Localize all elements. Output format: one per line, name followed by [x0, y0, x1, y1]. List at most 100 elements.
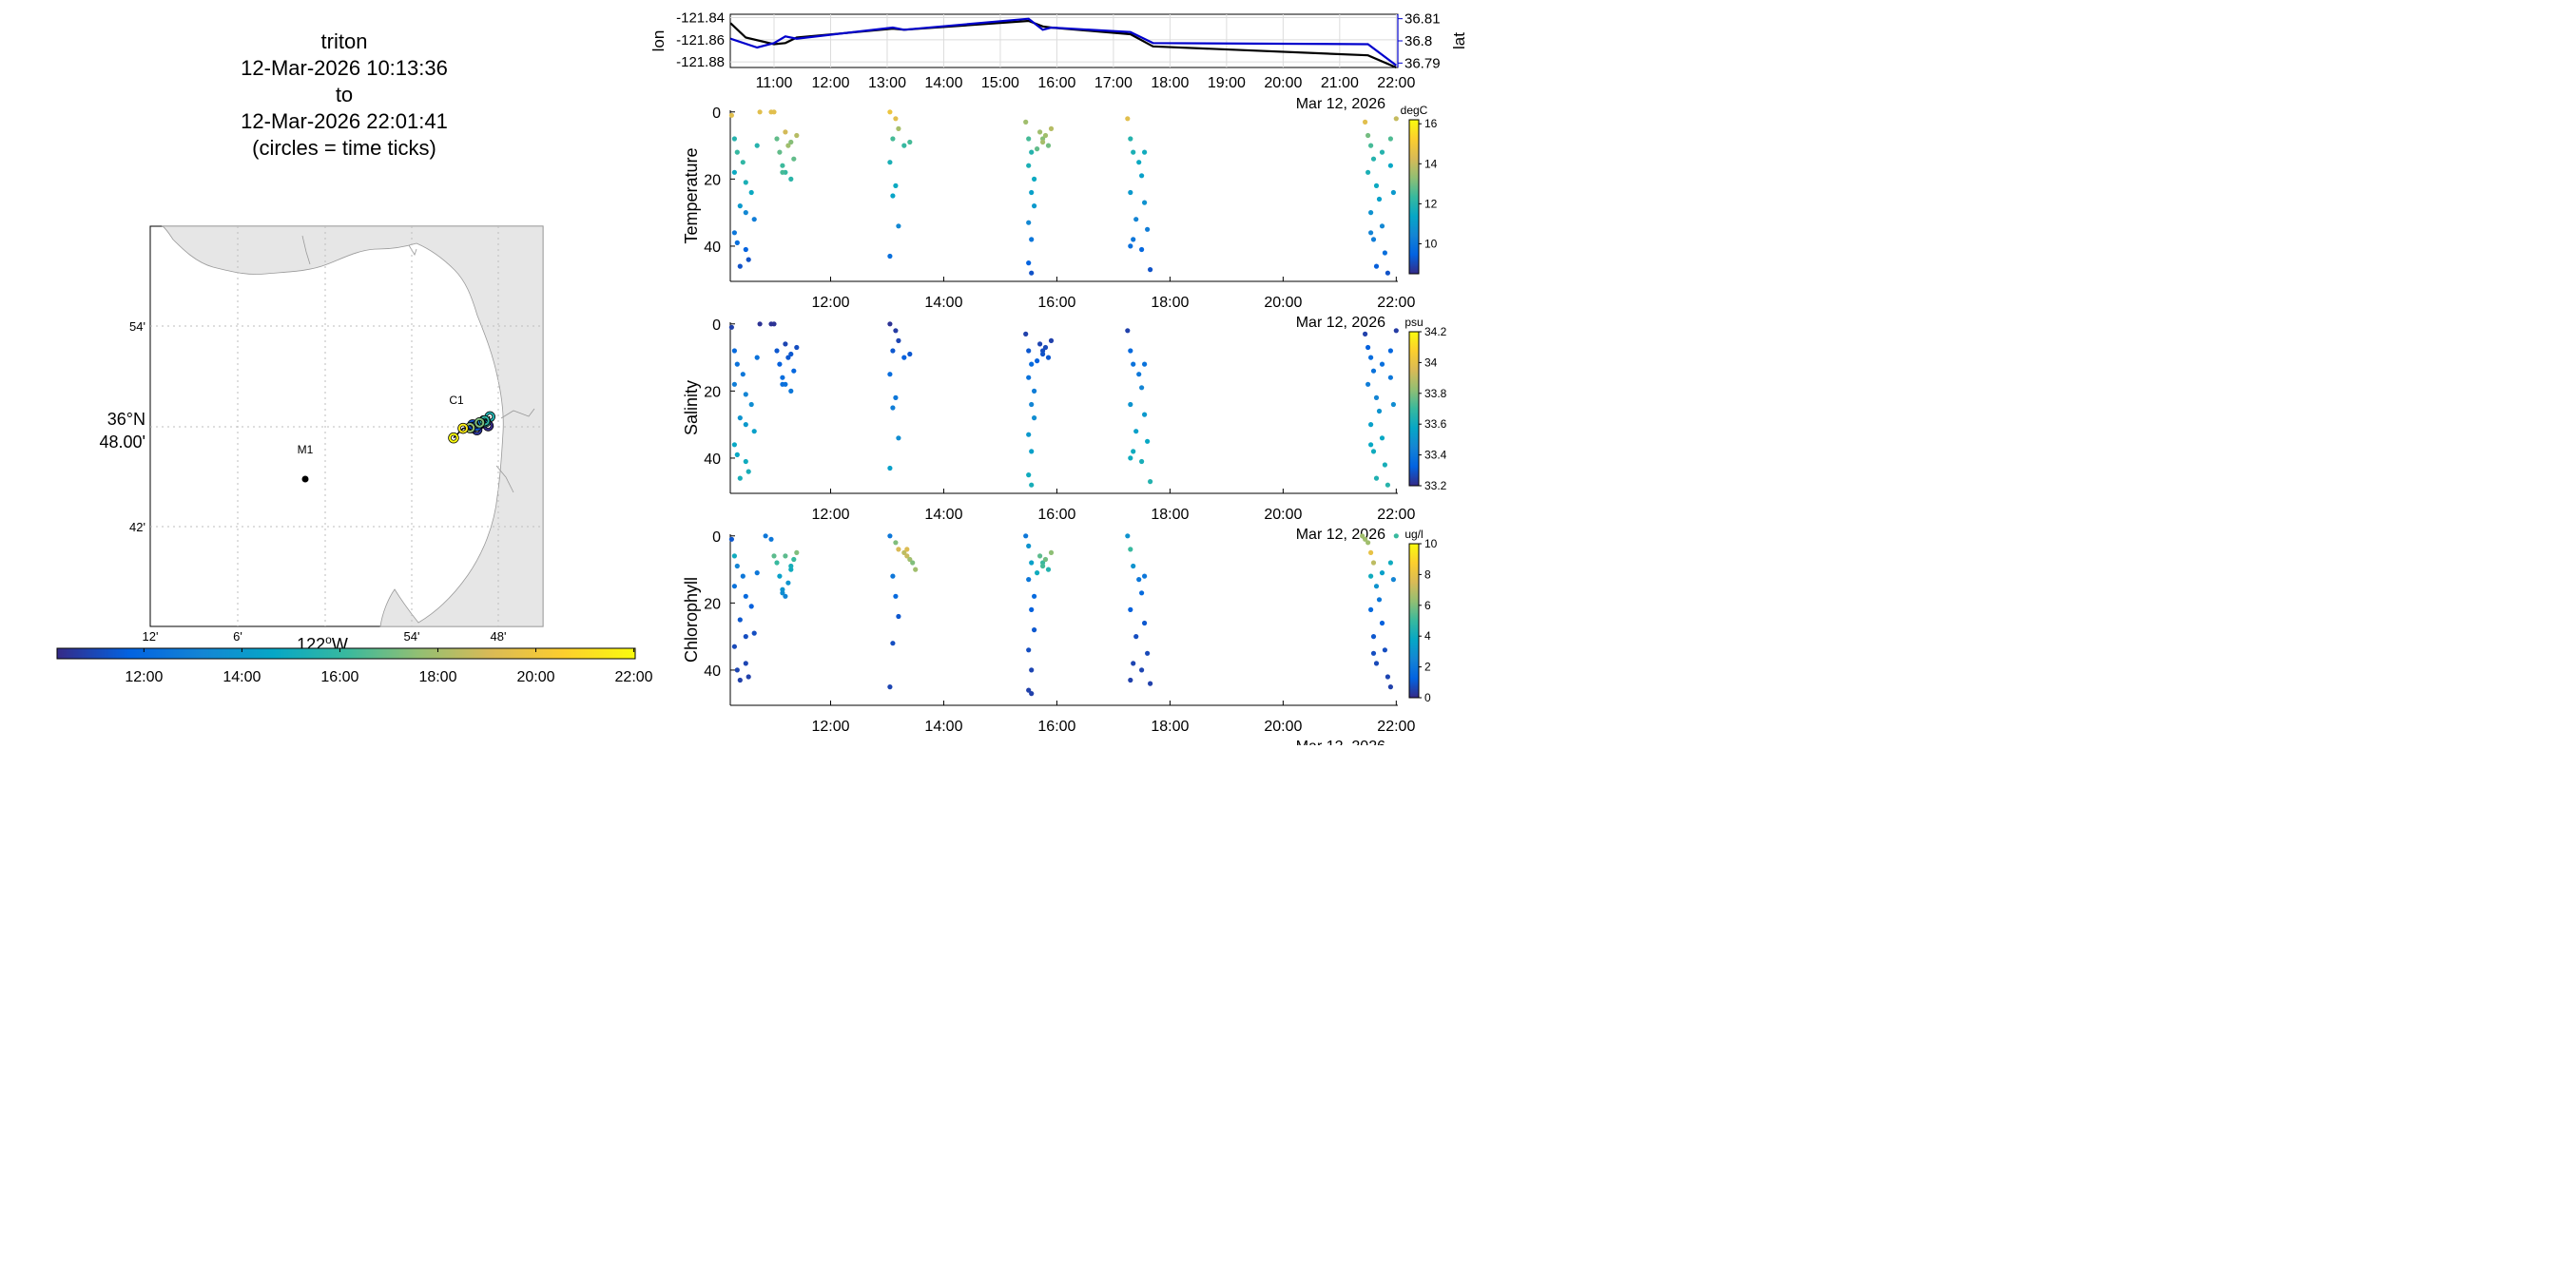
salinity-point [743, 392, 748, 397]
temperature-point [896, 125, 901, 131]
temperature-point [774, 136, 780, 142]
temperature-point [1048, 125, 1055, 131]
chlorophyll-x-tick-label: 16:00 [1037, 719, 1075, 735]
chlorophyll-point [1035, 570, 1040, 576]
salinity-point [783, 341, 788, 347]
temperature-point [1376, 196, 1383, 202]
salinity-point [1026, 472, 1032, 478]
temperature-colorbar-tick-label: 10 [1424, 237, 1438, 250]
chlorophyll-point [791, 556, 797, 563]
chlorophyll-point [1048, 549, 1055, 556]
salinity-point [1042, 344, 1049, 351]
temperature-point [1042, 132, 1049, 139]
temperature-point [1125, 116, 1131, 122]
temperature-colorbar-tick-label: 12 [1424, 197, 1438, 210]
chlorophyll-point [788, 567, 794, 572]
temperature-point [757, 109, 763, 115]
lonlat-x-tick-label: 14:00 [924, 75, 962, 91]
chlorophyll-point [1026, 647, 1032, 653]
lon-axis-label: lon [649, 30, 668, 52]
temperature-x-tick-label: 22:00 [1377, 295, 1415, 311]
salinity-point [893, 394, 899, 400]
temperature-point [887, 160, 893, 165]
salinity-point [1363, 331, 1368, 336]
salinity-point [1023, 331, 1029, 336]
chlorophyll-point [1379, 570, 1385, 576]
temperature-point [1373, 263, 1380, 269]
salinity-point [1026, 432, 1032, 437]
temperature-point [1390, 189, 1396, 196]
chlorophyll-y-tick-label: 20 [704, 596, 721, 612]
salinity-colorbar-tick-label: 34 [1424, 356, 1438, 369]
river-3 [500, 408, 535, 419]
title-end-time: 12-Mar-2026 22:01:41 [241, 109, 448, 133]
lat-tick-label: 36.8 [1404, 33, 1432, 49]
temperature-point [748, 189, 754, 196]
salinity-point [737, 475, 743, 481]
temperature-point [731, 136, 738, 142]
temperature-x-tick-label: 16:00 [1037, 295, 1075, 311]
salinity-point [754, 355, 760, 360]
lonlat-panel: 11:00 12:00 13:00 14:00 15:00 16:00 17:00 18:00… [649, 10, 1468, 113]
chlorophyll-point [1128, 677, 1133, 683]
salinity-date-label: Mar 12, 2026 [1296, 527, 1385, 543]
chlorophyll-point [1387, 560, 1393, 566]
chlorophyll-point [913, 567, 919, 572]
time-colorbar-tick-label: 18:00 [418, 669, 456, 685]
chlorophyll-point [737, 617, 743, 623]
salinity-point [1393, 328, 1399, 334]
salinity-point [1368, 442, 1374, 448]
temperature-point [788, 176, 794, 182]
lonlat-axes-box [729, 13, 1399, 68]
temperature-point [1023, 119, 1029, 125]
temperature-point [737, 203, 743, 209]
chlorophyll-point [890, 573, 896, 579]
temperature-point [794, 132, 800, 139]
lonlat-x-tick-label: 19:00 [1208, 75, 1246, 91]
chlorophyll-point [887, 533, 893, 539]
chlorophyll-point [901, 549, 907, 556]
lon-label-54: 54' [404, 629, 420, 644]
salinity-point [1029, 361, 1035, 367]
temperature-point [728, 112, 735, 118]
map-grid [150, 226, 543, 626]
chlorophyll-point [1037, 553, 1043, 559]
track-time-tick [475, 417, 485, 428]
time-colorbar-tick-label: 22:00 [615, 669, 653, 685]
station-m1-label: M1 [298, 443, 314, 456]
temperature-point [887, 109, 893, 115]
salinity-point [1128, 401, 1133, 408]
track-time-tick [448, 433, 458, 443]
lonlat-x-tick-label: 16:00 [1037, 75, 1075, 91]
temperature-point [1145, 226, 1151, 232]
temperature-panel: 0 20 40 12:00 14:00 16:00 18:00 20:00 22:00 Mar 1… [682, 104, 1438, 331]
chlorophyll-point [1393, 533, 1399, 539]
chlorophyll-point [1363, 536, 1368, 542]
chlorophyll-point [740, 573, 746, 579]
salinity-point [788, 388, 794, 394]
temperature-point [783, 129, 788, 135]
temperature-colorbar-tick-label: 14 [1424, 157, 1438, 170]
chlorophyll-point [1128, 547, 1133, 552]
chlorophyll-colorbar [1408, 543, 1420, 699]
chlorophyll-point [890, 641, 896, 646]
temperature-colorbar-unit: degC [1401, 104, 1428, 117]
salinity-point [1387, 375, 1393, 380]
salinity-panel: 0 20 40 12:00 14:00 16:00 18:00 20:00 22:00 Mar 1… [682, 316, 1447, 543]
temperature-point [1370, 237, 1377, 242]
temperature-point [893, 183, 899, 188]
salinity-point [1035, 358, 1040, 364]
map-panel: 54' 36°N 48.00' 42' 12' 6' 54' 48' 122oW… [100, 225, 544, 654]
salinity-point [746, 469, 751, 474]
chlorophyll-point [1368, 549, 1374, 556]
salinity-point [1142, 412, 1148, 417]
salinity-point [1037, 341, 1043, 347]
chlorophyll-point [780, 586, 785, 592]
chlorophyll-point [904, 547, 910, 552]
temperature-point [1045, 143, 1052, 148]
chlorophyll-point [1029, 560, 1035, 566]
salinity-point [907, 351, 913, 357]
salinity-colorbar [1408, 331, 1420, 487]
salinity-point [777, 361, 783, 367]
temperature-point [746, 257, 751, 262]
